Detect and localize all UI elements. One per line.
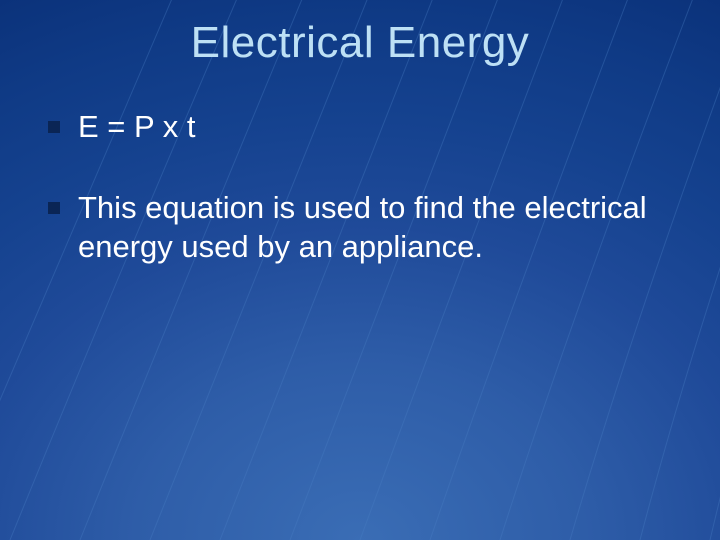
bullet-text: This equation is used to find the electr… [78,189,672,267]
slide-title: Electrical Energy [0,18,720,68]
bullet-marker-icon [48,121,60,133]
bullet-text: E = P x t [78,108,195,147]
slide-container: Electrical Energy E = P x t This equatio… [0,0,720,540]
slide-body: E = P x t This equation is used to find … [48,108,672,308]
bullet-marker-icon [48,202,60,214]
bullet-item: E = P x t [48,108,672,147]
bullet-item: This equation is used to find the electr… [48,189,672,267]
